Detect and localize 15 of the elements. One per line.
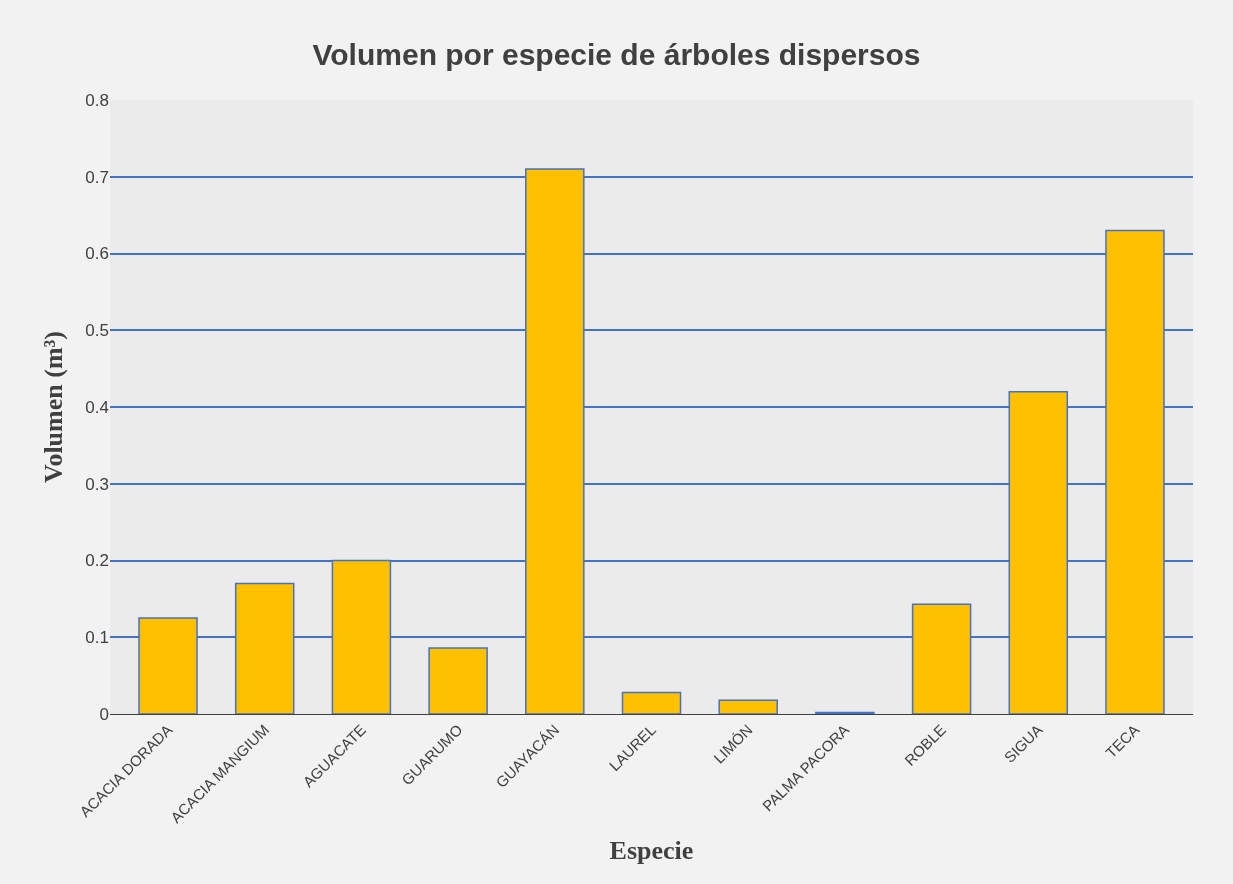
bar bbox=[621, 691, 682, 714]
chart-title: Volumen por especie de árboles dispersos bbox=[312, 38, 921, 72]
y-tick-label: 0.7 bbox=[85, 167, 109, 187]
y-axis-title: Volumen (m³) bbox=[38, 330, 68, 484]
bar bbox=[718, 699, 778, 714]
x-axis-title: Especie bbox=[609, 835, 694, 865]
y-tick-label: 0.4 bbox=[85, 397, 109, 417]
y-tick-label: 0 bbox=[99, 704, 109, 724]
y-tick-label: 0.8 bbox=[85, 90, 109, 110]
y-tick-label: 0.6 bbox=[85, 244, 109, 264]
y-tick-label: 0.3 bbox=[85, 474, 109, 494]
y-tick-label: 0.1 bbox=[85, 628, 109, 648]
bar bbox=[428, 647, 488, 714]
y-tick-label: 0.5 bbox=[85, 321, 109, 341]
y-tick-label: 0.2 bbox=[85, 551, 109, 571]
